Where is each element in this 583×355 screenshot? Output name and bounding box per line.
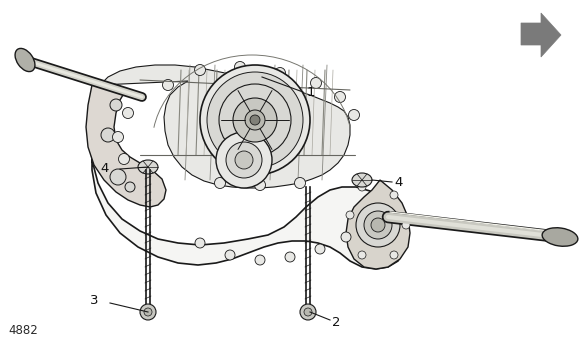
Circle shape (122, 108, 134, 119)
Polygon shape (346, 180, 410, 269)
Circle shape (113, 131, 124, 142)
Circle shape (255, 180, 265, 191)
Circle shape (285, 252, 295, 262)
Circle shape (125, 182, 135, 192)
Text: 1: 1 (307, 86, 315, 98)
Circle shape (349, 109, 360, 120)
Polygon shape (86, 83, 166, 207)
Circle shape (300, 304, 316, 320)
Circle shape (402, 221, 410, 229)
Text: 2: 2 (332, 316, 340, 328)
Circle shape (364, 211, 392, 239)
Polygon shape (521, 13, 561, 57)
Circle shape (304, 308, 312, 316)
Circle shape (255, 255, 265, 265)
Circle shape (250, 115, 260, 125)
Circle shape (235, 151, 253, 169)
Circle shape (163, 80, 174, 91)
Circle shape (234, 61, 245, 72)
Circle shape (315, 244, 325, 254)
Circle shape (110, 169, 126, 185)
Ellipse shape (352, 173, 372, 187)
Circle shape (200, 65, 310, 175)
Ellipse shape (15, 48, 35, 72)
Circle shape (118, 153, 129, 164)
Ellipse shape (138, 160, 158, 174)
Circle shape (195, 238, 205, 248)
Circle shape (390, 191, 398, 199)
Polygon shape (90, 85, 406, 269)
Circle shape (226, 142, 262, 178)
Circle shape (358, 251, 366, 259)
Circle shape (215, 178, 226, 189)
Circle shape (294, 178, 305, 189)
Text: 3: 3 (90, 295, 99, 307)
Circle shape (275, 67, 286, 78)
Circle shape (219, 84, 291, 156)
Text: 4: 4 (100, 163, 108, 175)
Text: 4882: 4882 (8, 324, 38, 337)
Circle shape (225, 250, 235, 260)
Circle shape (207, 72, 303, 168)
Circle shape (245, 110, 265, 130)
Circle shape (335, 92, 346, 103)
Circle shape (101, 128, 115, 142)
Circle shape (346, 211, 354, 219)
Circle shape (144, 308, 152, 316)
Circle shape (371, 218, 385, 232)
Text: 4: 4 (394, 176, 402, 190)
Circle shape (341, 232, 351, 242)
Circle shape (195, 65, 205, 76)
Circle shape (356, 203, 400, 247)
Circle shape (140, 304, 156, 320)
Circle shape (110, 99, 122, 111)
Ellipse shape (542, 228, 578, 246)
Circle shape (358, 183, 366, 191)
Circle shape (311, 77, 321, 88)
Circle shape (216, 132, 272, 188)
Circle shape (390, 251, 398, 259)
Polygon shape (100, 65, 350, 188)
Circle shape (233, 98, 277, 142)
